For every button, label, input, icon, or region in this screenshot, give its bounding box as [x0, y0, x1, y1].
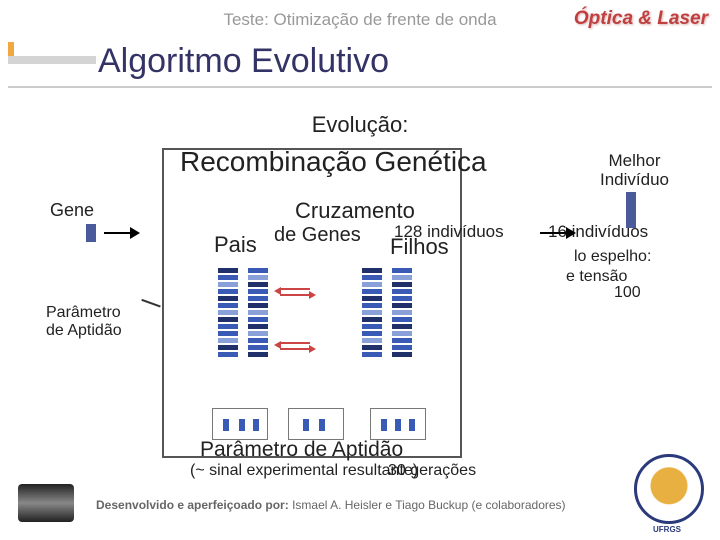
parents-label: Pais: [214, 232, 257, 258]
fitness-parameter-label: Parâmetro de Aptidão: [46, 304, 122, 339]
individuals-128-label: 128 indivíduos: [394, 222, 504, 242]
fitness-subbox: [370, 408, 426, 440]
footer-credit: Desenvolvido e aperfeiçoado por: Ismael …: [96, 498, 566, 512]
recombination-title: Recombinação Genética: [180, 146, 487, 178]
title-underline: [8, 86, 712, 88]
gene-bar-icon: [86, 224, 96, 242]
accent-bar-icon: [8, 56, 96, 64]
subtitle: Evolução:: [0, 112, 720, 138]
barcode-column: [218, 268, 238, 359]
ufrgs-logo-label: UFRGS: [632, 525, 702, 534]
generations-label: 30 gerações: [388, 462, 476, 480]
signal-note: (~ sinal experimental resultante): [190, 462, 418, 480]
brand-logo-text: Óptica & Laser: [574, 8, 708, 30]
gene-bar-icon: [626, 192, 636, 228]
pointer-icon: [139, 299, 161, 313]
left-logo-icon: [18, 484, 74, 522]
mirror-label: lo espelho:: [574, 248, 651, 266]
barcode-column: [392, 268, 412, 359]
de-genes-label: de Genes: [274, 224, 361, 247]
fitness-subbox: [288, 408, 344, 440]
arrow-right-icon: [104, 232, 138, 234]
page-title: Algoritmo Evolutivo: [98, 42, 389, 81]
accent-icon: [8, 42, 14, 56]
footer-prefix: Desenvolvido e aperfeiçoado por:: [96, 498, 289, 512]
hundred-label: 100: [614, 284, 641, 302]
barcode-column: [248, 268, 268, 359]
swap-arrow-icon: [280, 342, 310, 352]
barcode-column: [362, 268, 382, 359]
fitness-parameter-bottom-label: Parâmetro de Aptidão: [200, 438, 403, 462]
title-bar: Algoritmo Evolutivo: [8, 42, 712, 90]
arrow-right-icon: [540, 232, 574, 234]
best-individual-label: Melhor Indivíduo: [600, 152, 669, 189]
gene-label: Gene: [50, 200, 94, 221]
swap-arrow-icon: [280, 288, 310, 298]
crossover-label: Cruzamento: [295, 198, 415, 224]
ufrgs-logo-icon: [634, 454, 704, 524]
fitness-subbox: [212, 408, 268, 440]
footer-names: Ismael A. Heisler e Tiago Buckup (e cola…: [292, 498, 565, 512]
